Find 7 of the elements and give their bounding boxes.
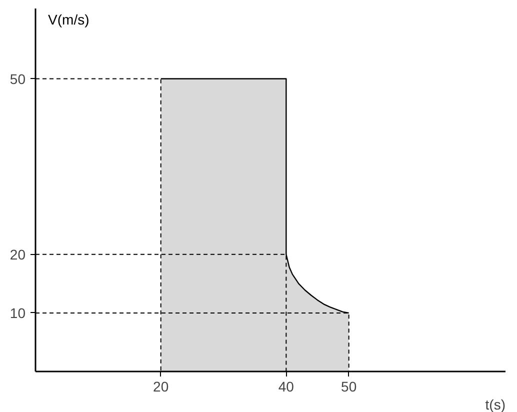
x-tick-label: 40 xyxy=(278,378,294,394)
y-axis-title: V(m/s) xyxy=(48,11,90,28)
x-tick-label: 50 xyxy=(341,378,357,394)
y-tick-label: 50 xyxy=(10,70,26,87)
y-tick-label: 20 xyxy=(10,246,26,262)
y-tick-label: 10 xyxy=(10,304,26,321)
x-tick-label: 20 xyxy=(153,378,169,394)
